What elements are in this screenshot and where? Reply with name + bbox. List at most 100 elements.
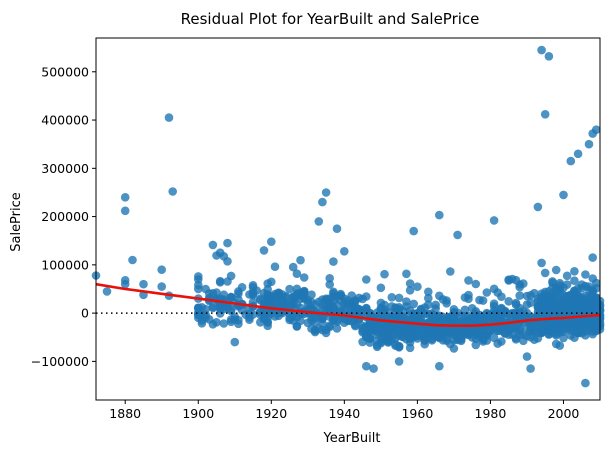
data-point (168, 187, 177, 196)
data-point (194, 272, 203, 281)
data-point (226, 292, 236, 302)
data-point (372, 341, 382, 350)
data-point (120, 193, 130, 202)
data-point (120, 206, 130, 216)
data-point (402, 269, 411, 279)
data-point (120, 279, 130, 289)
data-point (292, 290, 302, 300)
data-point (471, 315, 481, 325)
data-point (544, 52, 554, 61)
data-point (446, 267, 455, 276)
scatter-points (91, 45, 605, 388)
data-point (489, 284, 499, 294)
data-point (307, 297, 316, 307)
data-point (263, 291, 273, 301)
data-point (340, 247, 349, 256)
data-point (559, 333, 568, 343)
data-point (537, 298, 546, 307)
data-point (460, 293, 470, 302)
data-point (248, 297, 258, 307)
data-point (318, 319, 327, 328)
data-point (497, 337, 506, 346)
data-point (365, 308, 375, 318)
data-point (299, 287, 309, 296)
data-point (255, 295, 265, 305)
data-point (584, 139, 594, 149)
data-point (435, 361, 444, 371)
data-point (570, 333, 579, 343)
y-axis-ticks: −100000 0 100000 200000 300000 400000 500000 (31, 64, 96, 369)
data-point (581, 316, 590, 326)
data-point (570, 267, 579, 276)
data-point (387, 302, 397, 311)
data-point (551, 339, 561, 349)
data-point (449, 305, 459, 314)
data-point (369, 364, 378, 373)
lowess-fit-line (95, 282, 601, 327)
data-point (559, 302, 568, 312)
data-point (201, 284, 210, 294)
data-point (456, 311, 466, 321)
data-point (537, 45, 546, 55)
data-point (296, 255, 305, 265)
data-point (321, 295, 331, 305)
data-point (486, 326, 495, 336)
data-point (208, 320, 218, 329)
data-point (365, 318, 375, 328)
data-point (555, 319, 565, 329)
data-point (526, 364, 535, 373)
data-point (413, 282, 422, 292)
data-point (362, 292, 371, 301)
y-tick-label: 300000 (41, 161, 89, 176)
data-point (471, 279, 481, 289)
data-point (588, 253, 597, 262)
x-tick-label: 1980 (475, 406, 507, 421)
data-point (537, 258, 546, 268)
data-point (226, 271, 236, 281)
data-point (592, 125, 601, 134)
data-point (478, 337, 488, 346)
data-point (540, 268, 550, 278)
y-tick-label: 400000 (41, 113, 89, 128)
data-point (435, 315, 444, 324)
y-axis-label: SalePrice (9, 192, 24, 252)
data-point (588, 274, 597, 283)
x-tick-label: 1920 (255, 406, 287, 421)
data-point (577, 296, 586, 306)
data-point (504, 297, 513, 306)
data-point (362, 275, 371, 284)
data-point (197, 319, 207, 328)
data-point (329, 257, 338, 266)
data-point (292, 269, 302, 279)
data-point (376, 330, 386, 340)
data-point (223, 238, 232, 248)
data-point (318, 325, 327, 335)
data-point (405, 343, 415, 353)
data-point (376, 283, 386, 293)
data-point (544, 318, 554, 327)
data-point (471, 340, 481, 350)
x-tick-label: 1960 (401, 406, 433, 421)
data-point (402, 297, 411, 306)
data-point (424, 293, 433, 303)
y-tick-label: 100000 (41, 257, 89, 272)
data-point (522, 352, 532, 361)
data-point (551, 286, 561, 296)
data-point (376, 298, 386, 308)
data-point (288, 262, 298, 272)
data-point (559, 327, 568, 337)
data-point (321, 188, 331, 197)
data-point (343, 296, 353, 305)
data-point (223, 257, 232, 266)
data-point (208, 303, 218, 313)
data-point (358, 309, 367, 319)
data-point (314, 297, 324, 307)
data-point (194, 304, 203, 313)
data-point (362, 361, 371, 371)
data-point (223, 302, 232, 312)
data-point (526, 291, 535, 300)
data-point (522, 300, 532, 309)
data-point (230, 337, 240, 347)
data-point (380, 269, 389, 279)
data-point (570, 297, 579, 306)
